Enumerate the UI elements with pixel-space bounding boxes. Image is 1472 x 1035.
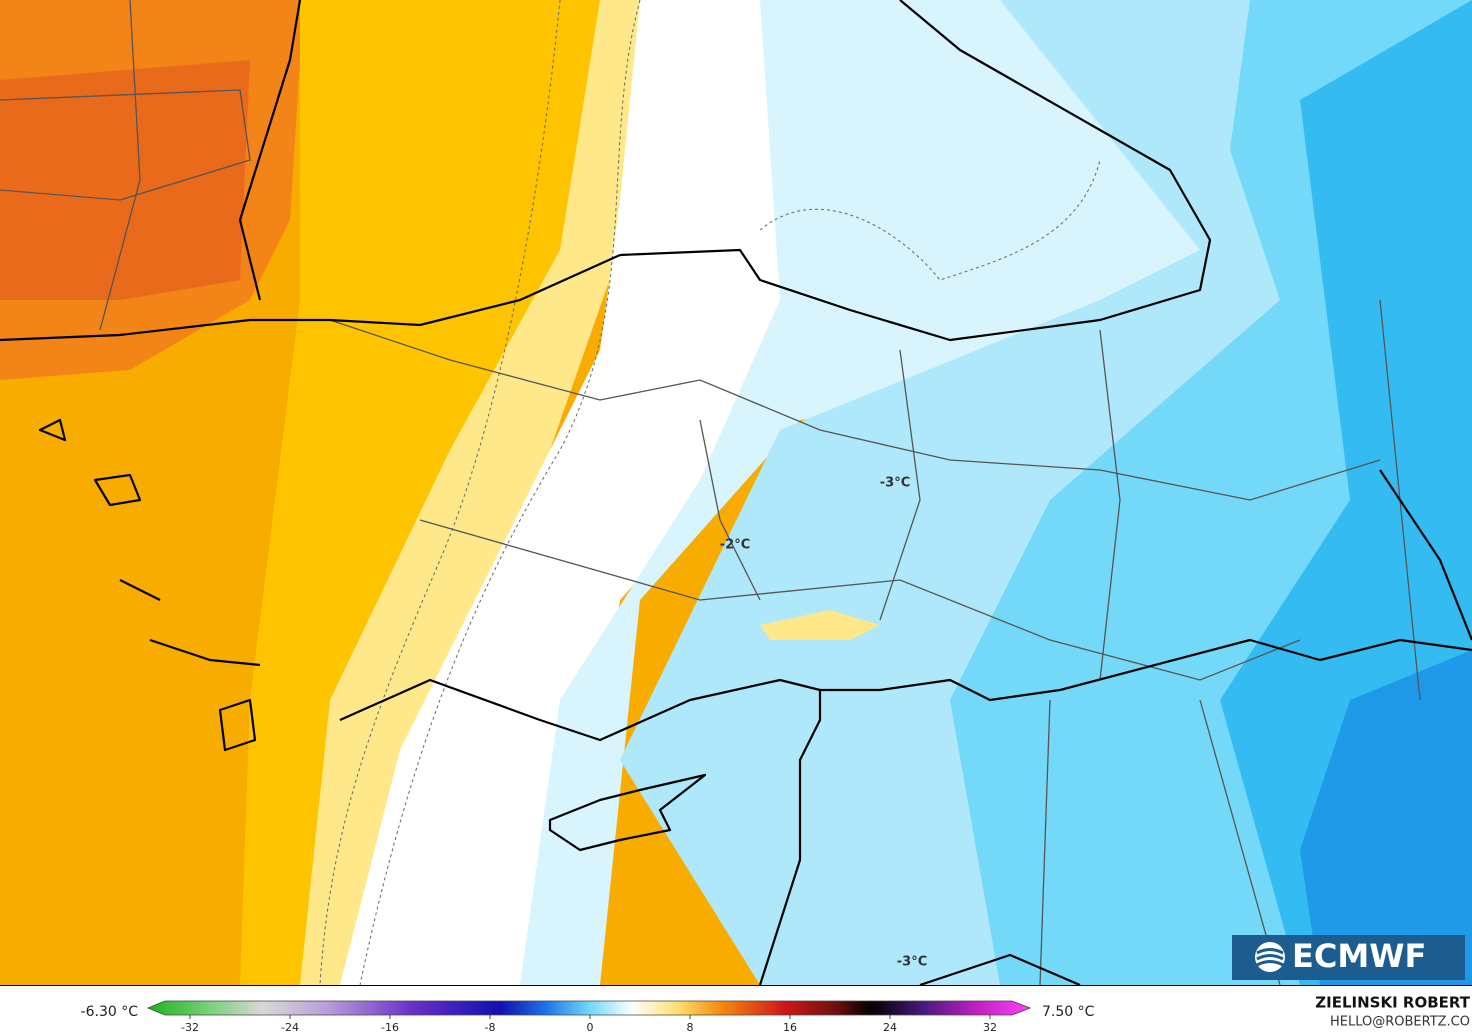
colorbar: -6.30 °C 7.50 °C -32 -24 -16 -8 0 8 16 24 32 [81,1000,1095,1034]
colorbar-tick-label: 0 [587,1021,594,1034]
colorbar-tick-label: 24 [883,1021,897,1034]
logo-text: ECMWF [1292,937,1426,975]
colorbar-tick-label: -24 [281,1021,299,1034]
author: ZIELINSKI ROBERT [1315,994,1470,1012]
colorbar-max: 7.50 °C [1042,1004,1095,1020]
colorbar-min: -6.30 °C [81,1004,139,1020]
contact: HELLO@ROBERTZ.CO [1330,1015,1470,1030]
map-label: -3°C [880,476,910,491]
colorbar-tick-label: 8 [687,1021,694,1034]
logo-waves [1256,948,1284,967]
colorbar-tick-label: -8 [485,1021,496,1034]
colorbar-tick-label: 32 [983,1021,997,1034]
colorbar-tick-label: -16 [381,1021,399,1034]
logo: ECMWF [1232,935,1465,980]
colorbar-tick-label: 16 [783,1021,797,1034]
map-label: -3°C [897,955,927,970]
colorbar-scale [146,1000,1032,1016]
map: -3°C -2°C -3°C [0,0,1472,985]
colorbar-tick-label: -32 [181,1021,199,1034]
map-label: -2°C [720,538,750,553]
